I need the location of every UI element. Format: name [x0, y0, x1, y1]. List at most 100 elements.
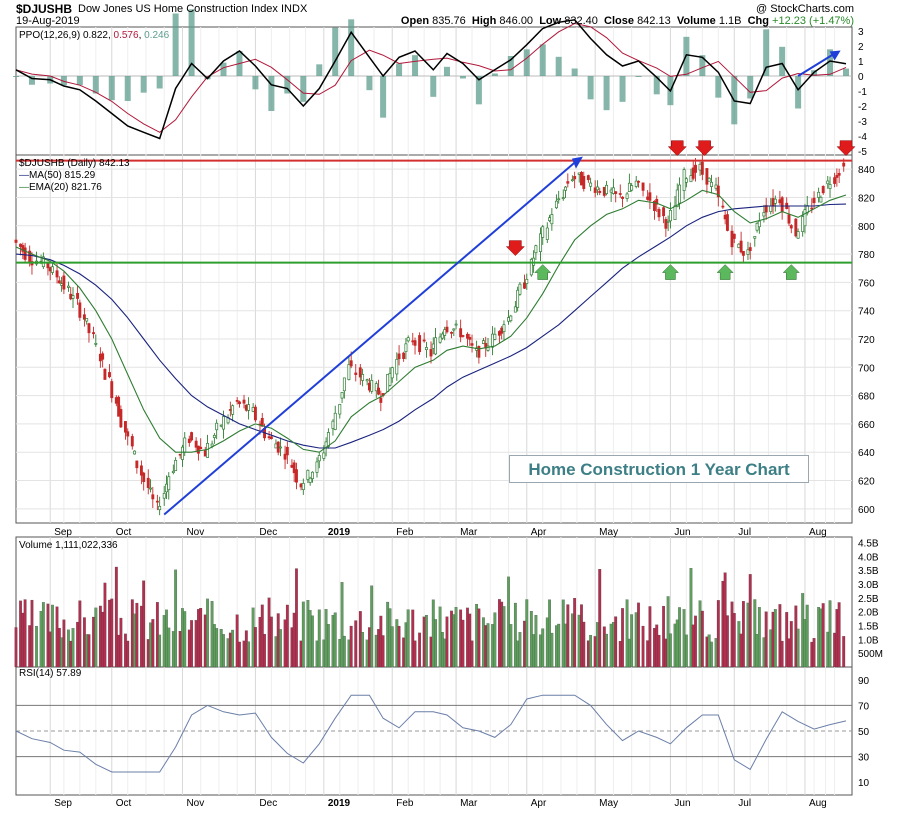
volume-bar — [684, 634, 688, 668]
low-label: Low — [539, 15, 562, 27]
volume-bar — [342, 635, 346, 668]
volume-bar — [215, 628, 219, 668]
ppo-tick-label: -2 — [858, 102, 867, 113]
high-value: 846.00 — [499, 15, 534, 27]
price-candle — [404, 343, 408, 353]
volume-bar — [780, 640, 784, 668]
volume-bar — [62, 619, 66, 668]
ohlc-summary: Open 835.76 High 846.00 Low 832.40 Close… — [401, 15, 854, 27]
volume-bar — [222, 634, 225, 668]
price-candle — [139, 465, 143, 476]
volume-tick-label: 3.5B — [858, 566, 879, 577]
price-candle — [450, 331, 453, 334]
volume-bar — [641, 625, 645, 668]
ppo-tick-label: -1 — [858, 87, 867, 98]
volume-bar — [158, 634, 162, 668]
volume-bar — [678, 607, 681, 668]
price-candle — [602, 186, 606, 196]
price-candle — [317, 455, 321, 462]
price-candle — [253, 406, 257, 421]
price-candle — [361, 374, 365, 381]
volume-bar — [142, 580, 146, 668]
price-candle — [780, 197, 784, 212]
price-candle — [554, 200, 558, 209]
rsi-tick-label: 70 — [858, 701, 870, 712]
chart-annotation: Home Construction 1 Year Chart — [509, 455, 809, 483]
x-axis-label-top: Aug — [809, 527, 827, 538]
price-candle — [338, 403, 342, 415]
price-candle — [228, 409, 232, 411]
price-candle — [637, 180, 640, 183]
price-candle — [794, 218, 798, 237]
price-candle — [242, 399, 246, 404]
price-candle — [803, 209, 807, 227]
volume-bar — [525, 599, 529, 668]
price-candle — [730, 230, 734, 248]
price-candle — [247, 404, 251, 411]
price-candle — [333, 412, 337, 430]
volume-bar — [311, 615, 314, 668]
price-candle — [215, 422, 219, 431]
volume-bar — [589, 635, 593, 668]
price-candle — [801, 216, 805, 232]
price-candle — [126, 431, 130, 437]
price-candle — [835, 175, 839, 178]
change-label: Chg — [747, 15, 769, 27]
price-candle — [377, 387, 381, 395]
volume-bar — [648, 606, 652, 668]
ppo-histogram-bar — [443, 66, 450, 76]
price-candle — [593, 187, 597, 193]
volume-bar — [764, 611, 768, 668]
ma50-legend: —MA(50) 815.29 — [19, 170, 96, 181]
price-candle — [609, 189, 613, 193]
volume-bar — [119, 617, 123, 668]
volume-bar — [349, 625, 353, 668]
price-candle — [110, 381, 114, 399]
price-candle — [657, 209, 661, 218]
price-candle — [231, 405, 235, 415]
ppo-histogram-bar — [140, 76, 147, 93]
price-candle — [641, 182, 645, 191]
price-candle — [470, 343, 474, 346]
ppo-signal-value: 0.576 — [113, 30, 139, 41]
volume-bar — [238, 641, 241, 668]
volume-bar — [231, 629, 235, 668]
volume-bar — [513, 602, 517, 668]
x-axis-label-bottom: May — [599, 798, 618, 809]
volume-bar — [605, 633, 608, 668]
ppo-histogram-bar — [92, 76, 99, 94]
volume-bar — [35, 625, 38, 668]
price-candle — [627, 182, 631, 192]
price-candle — [183, 437, 187, 453]
ppo-histogram-bar — [795, 76, 802, 109]
price-candle — [117, 396, 121, 417]
volume-bar — [71, 628, 75, 668]
ppo-histogram-bar — [715, 76, 722, 98]
price-candle — [124, 421, 127, 433]
x-axis-label-bottom: Mar — [460, 798, 478, 809]
price-candle — [23, 247, 27, 260]
price-candle — [621, 196, 624, 199]
ppo-histogram-bar — [843, 68, 849, 76]
price-candle — [577, 172, 581, 175]
price-candle — [187, 438, 191, 443]
price-candle — [331, 420, 335, 429]
volume-bar — [317, 609, 321, 668]
price-candle — [826, 180, 830, 185]
price-candle — [308, 477, 312, 483]
price-candle — [238, 401, 241, 405]
volume-bar — [470, 640, 474, 668]
price-candle — [714, 184, 718, 189]
ppo-histogram-bar — [653, 76, 660, 95]
volume-tick-label: 4.0B — [858, 552, 879, 563]
price-candle — [516, 289, 520, 308]
price-candle — [548, 217, 552, 221]
volume-bar — [381, 635, 385, 668]
price-candle — [739, 240, 743, 253]
x-axis-label-top: Nov — [186, 527, 204, 538]
volume-bar — [666, 596, 670, 668]
price-candle — [14, 239, 18, 243]
ppo-histogram-bar — [108, 76, 115, 101]
volume-bar — [269, 616, 273, 668]
x-axis-label-bottom: Nov — [186, 798, 204, 809]
